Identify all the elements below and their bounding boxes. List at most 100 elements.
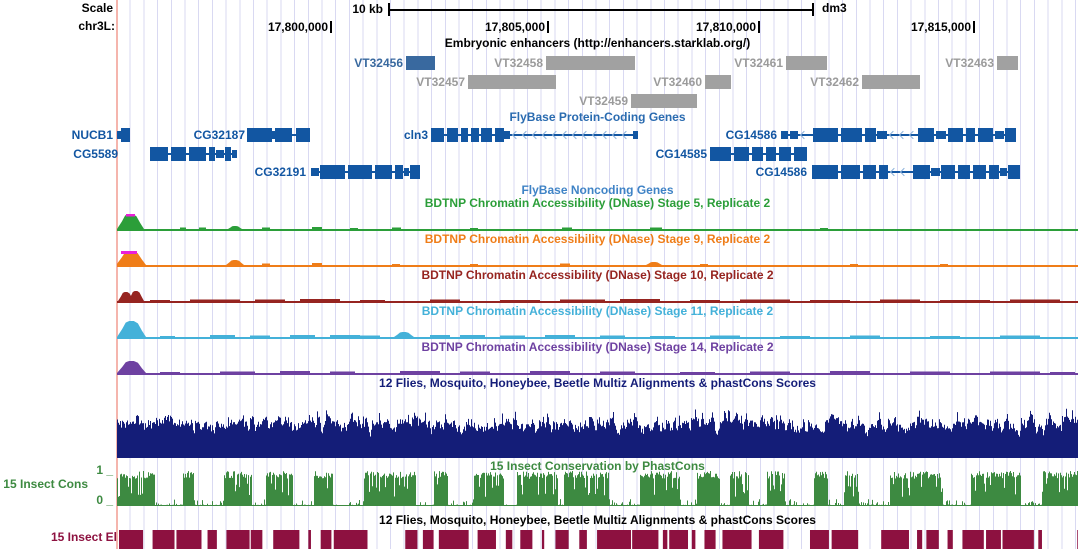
gene-label-CG32191[interactable]: CG32191: [254, 164, 306, 179]
cons-axis-min: 0 _: [96, 493, 113, 507]
ruler-tick-mark: [547, 21, 549, 33]
dnase-track-title-stage-2[interactable]: BDTNP Chromatin Accessibility (DNase) St…: [421, 268, 774, 282]
gene-utr: [232, 149, 237, 158]
gene-label-CG5589[interactable]: CG5589: [73, 146, 118, 161]
dnase-signal-stage-1[interactable]: [117, 249, 1078, 267]
track-title-multiz[interactable]: 12 Flies, Mosquito, Honeybee, Beetle Mul…: [379, 376, 816, 390]
gene-exon: [225, 146, 231, 161]
gene-label-CG14586[interactable]: CG14586: [725, 128, 777, 142]
enhancer-label-VT32457[interactable]: VT32457: [416, 75, 465, 89]
gene-utr: [504, 131, 510, 139]
gene-exon: [841, 164, 860, 179]
enhancer-label-VT32460[interactable]: VT32460: [653, 75, 702, 89]
gene-label-cln3[interactable]: cln3: [403, 128, 428, 142]
gene-exon: [941, 164, 955, 179]
gene-utr: [311, 167, 319, 176]
gene-exon: [431, 128, 444, 142]
ruler-tick-label: 17,805,000: [484, 20, 545, 34]
scalebar-label: 10 kb: [352, 2, 383, 16]
gene-exon: [189, 146, 206, 161]
dnase-signal-stage-2[interactable]: [117, 285, 1078, 303]
gene-exon: [247, 128, 272, 142]
strand-arrow-left-icon: [611, 130, 621, 140]
gene-exon: [958, 164, 970, 179]
gene-item-NUCB1[interactable]: [117, 128, 130, 142]
enhancer-item-VT32463[interactable]: [997, 56, 1018, 70]
dnase-signal-stage-4[interactable]: [117, 357, 1078, 375]
enhancer-label-VT32462[interactable]: VT32462: [810, 75, 859, 89]
track-title-noncoding-genes[interactable]: FlyBase Noncoding Genes: [521, 183, 674, 197]
gene-utr: [931, 167, 940, 176]
gene-exon: [966, 128, 975, 142]
dnase-track-title-stage-4[interactable]: BDTNP Chromatin Accessibility (DNase) St…: [421, 340, 774, 354]
gene-exon: [320, 164, 345, 179]
enhancer-item-VT32462[interactable]: [862, 75, 920, 89]
ruler-tick-mark: [973, 21, 975, 33]
gene-exon: [375, 164, 392, 179]
enhancer-label-VT32456[interactable]: VT32456: [354, 56, 403, 70]
enhancer-item-VT32459[interactable]: [631, 94, 697, 108]
enhancer-item-VT32461[interactable]: [786, 56, 827, 70]
conserved-elements-track[interactable]: [117, 530, 1078, 549]
gene-exon: [734, 146, 749, 161]
track-title-conservation[interactable]: 15 Insect Conservation by PhastCons: [490, 459, 705, 473]
gene-exon: [752, 146, 763, 161]
gene-exon: [766, 146, 776, 161]
track-title-multiz-elements[interactable]: 12 Flies, Mosquito, Honeybee, Beetle Mul…: [379, 513, 816, 527]
phastcons-signal[interactable]: [117, 471, 1078, 506]
enhancer-label-VT32459[interactable]: VT32459: [579, 94, 628, 108]
gene-utr: [633, 131, 638, 139]
gene-item-cln3[interactable]: [431, 128, 638, 142]
gene-utr: [272, 131, 275, 139]
gene-label-CG14585[interactable]: CG14585: [655, 146, 707, 161]
dnase-signal-stage-0[interactable]: [117, 213, 1078, 231]
assembly-label: dm3: [822, 1, 847, 15]
gene-label-CG14586[interactable]: CG14586: [755, 164, 807, 179]
gene-label-NUCB1[interactable]: NUCB1: [71, 128, 113, 142]
gene-exon: [978, 128, 993, 142]
dnase-track-title-stage-1[interactable]: BDTNP Chromatin Accessibility (DNase) St…: [424, 232, 771, 246]
track-title-enhancers[interactable]: Embryonic enhancers (http://enhancers.st…: [444, 36, 751, 50]
gene-utr: [936, 131, 946, 139]
dnase-signal-stage-3[interactable]: [117, 321, 1078, 339]
gene-utr: [117, 131, 121, 139]
gene-exon: [121, 128, 130, 142]
enhancer-item-VT32460[interactable]: [705, 75, 731, 89]
gene-item-CG14586[interactable]: [812, 164, 1020, 179]
gene-utr: [877, 131, 887, 139]
dnase-track-title-stage-3[interactable]: BDTNP Chromatin Accessibility (DNase) St…: [421, 304, 774, 318]
gene-exon: [495, 128, 504, 142]
gene-exon: [779, 146, 791, 161]
dnase-track-title-stage-0[interactable]: BDTNP Chromatin Accessibility (DNase) St…: [424, 196, 771, 210]
gene-item-CG14585[interactable]: [710, 146, 807, 161]
gene-item-CG32187[interactable]: [247, 128, 310, 142]
enhancer-label-VT32461[interactable]: VT32461: [734, 56, 783, 70]
enhancer-label-VT32463[interactable]: VT32463: [945, 56, 994, 70]
ruler-tick-label: 17,800,000: [267, 20, 328, 34]
enhancer-item-VT32457[interactable]: [468, 75, 556, 89]
gene-label-CG32187[interactable]: CG32187: [193, 128, 245, 142]
strand-arrow-left-icon: [571, 130, 581, 140]
ruler-tick-mark: [758, 21, 760, 33]
strand-arrow-left-icon: [799, 130, 809, 140]
gene-exon: [813, 128, 838, 142]
enhancer-item-VT32458[interactable]: [546, 56, 635, 70]
strand-arrow-left-icon: [581, 130, 591, 140]
strand-arrow-left-icon: [561, 130, 571, 140]
gene-exon: [447, 128, 458, 142]
gene-exon: [973, 164, 986, 179]
gene-exon: [395, 164, 403, 179]
gene-item-CG32191[interactable]: [311, 164, 420, 179]
track-title-coding-genes[interactable]: FlyBase Protein-Coding Genes: [509, 110, 686, 124]
gene-exon: [348, 164, 372, 179]
gene-exon: [913, 164, 930, 179]
enhancer-item-VT32456[interactable]: [406, 56, 435, 70]
strand-arrow-left-icon: [888, 130, 898, 140]
gene-item-CG14586[interactable]: [781, 128, 1016, 142]
enhancer-label-VT32458[interactable]: VT32458: [494, 56, 543, 70]
scale-bar-left-tick: [388, 3, 390, 16]
strand-arrow-left-icon: [511, 130, 521, 140]
gene-exon: [1005, 128, 1016, 142]
multiz-alignment-signal[interactable]: [117, 403, 1078, 458]
gene-item-CG5589[interactable]: [150, 146, 237, 161]
